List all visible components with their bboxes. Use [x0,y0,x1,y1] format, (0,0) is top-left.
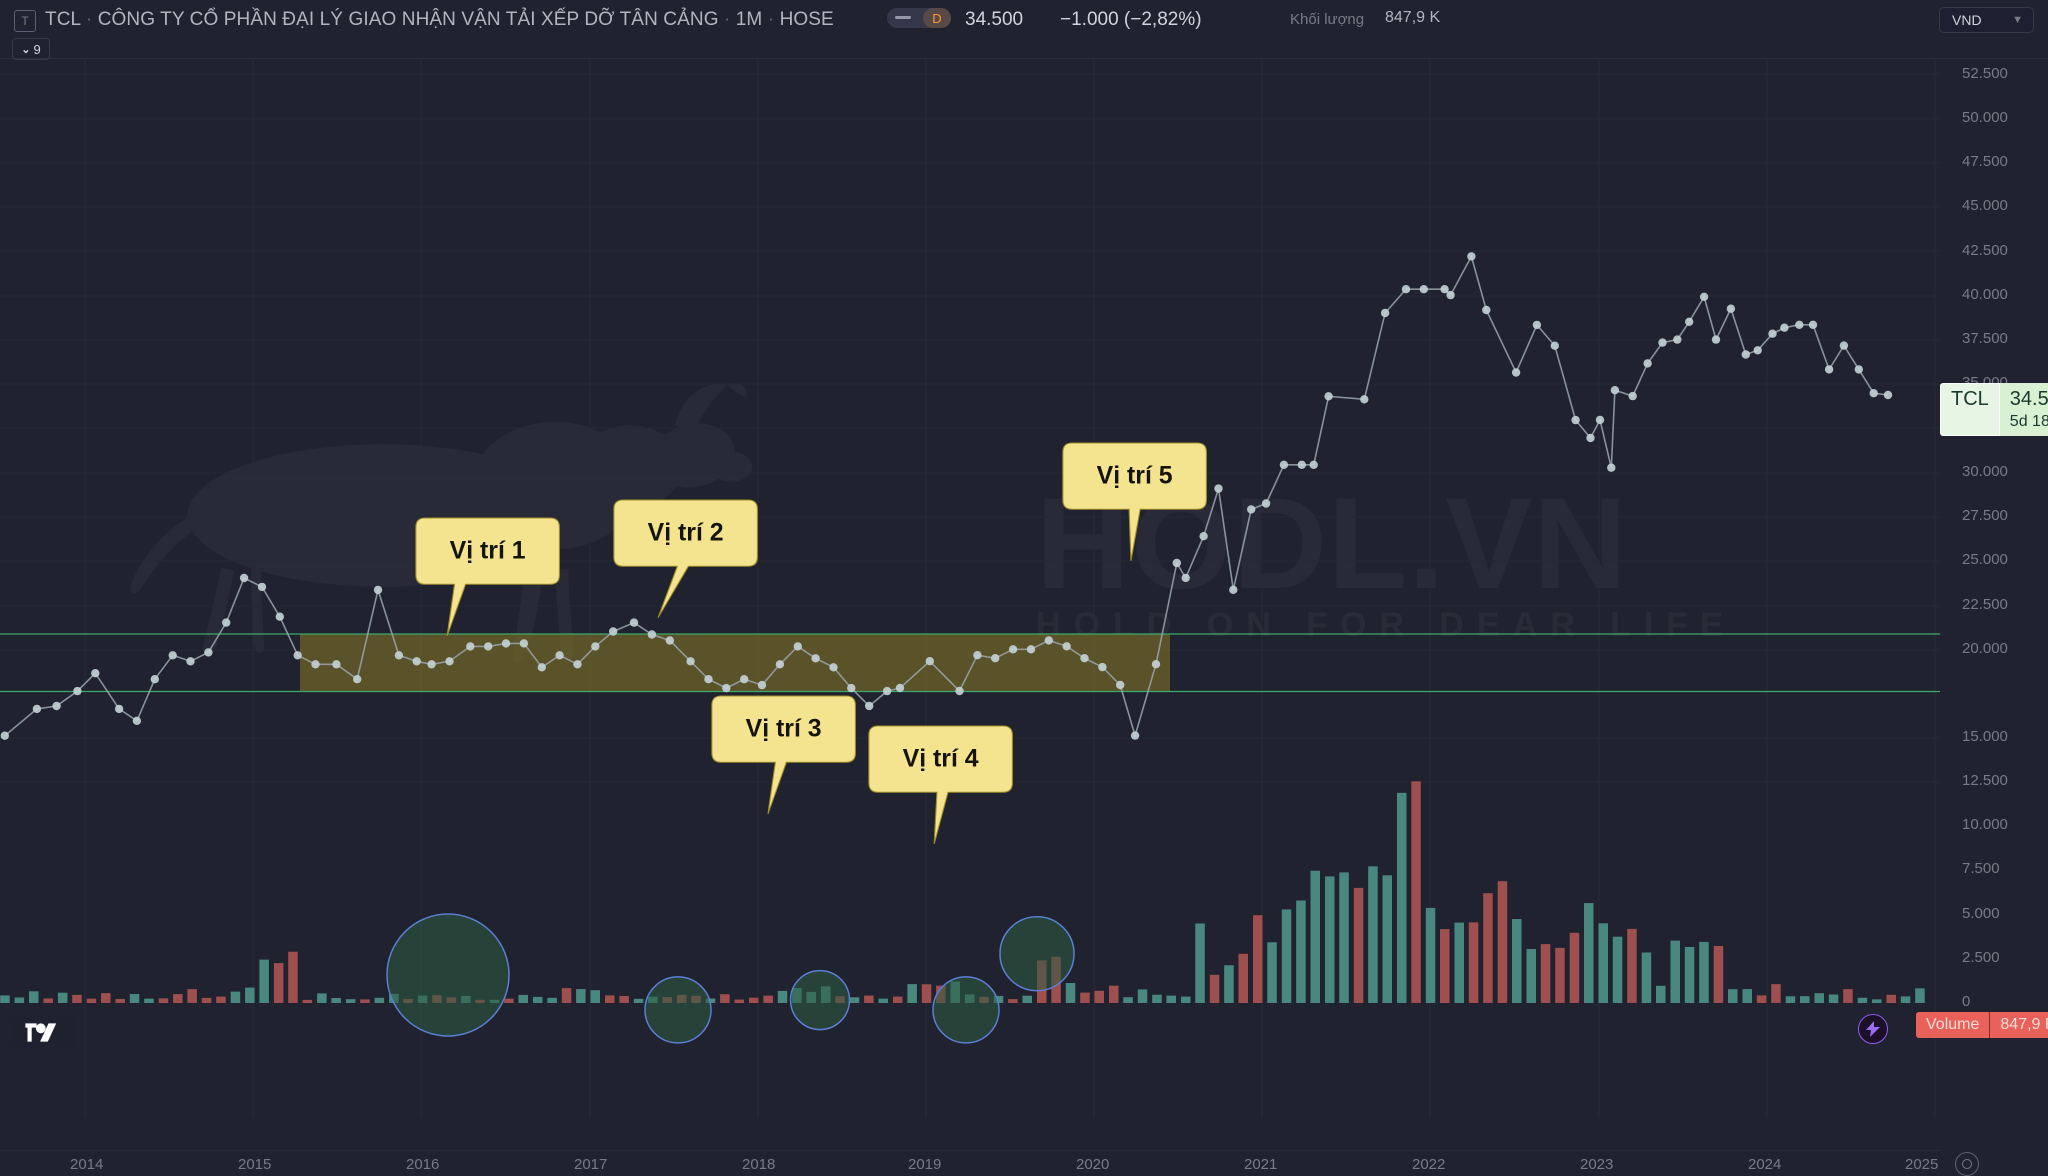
svg-text:Vị trí 4: Vị trí 4 [903,745,979,772]
svg-text:Vị trí 3: Vị trí 3 [746,715,822,742]
svg-text:Vị trí 1: Vị trí 1 [450,537,526,564]
svg-text:Vị trí 5: Vị trí 5 [1097,462,1173,489]
svg-text:Vị trí 2: Vị trí 2 [648,519,724,546]
